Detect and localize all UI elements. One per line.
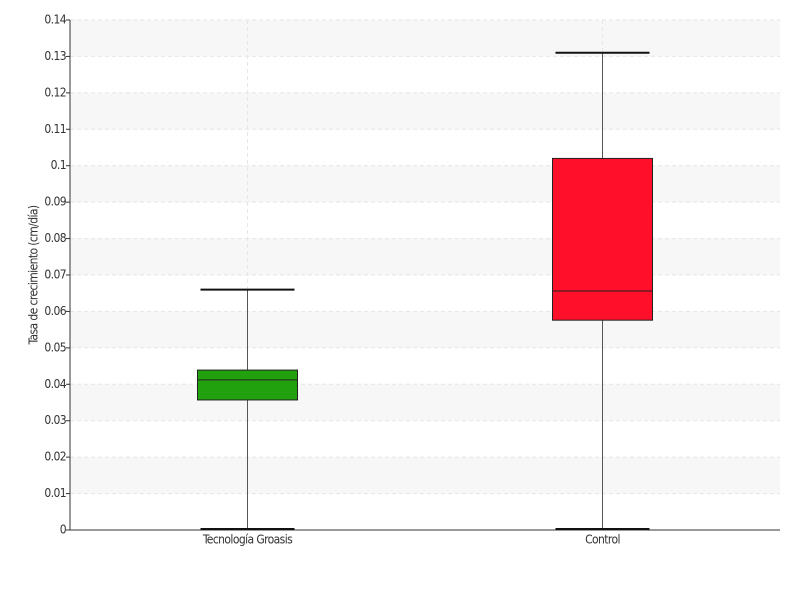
- y-tick-label: 0.08: [44, 231, 66, 245]
- x-tick-label: Tecnología Groasis: [202, 533, 293, 547]
- y-tick-label: 0: [60, 523, 67, 537]
- grid-band: [70, 311, 780, 348]
- y-tick-label: 0.12: [44, 85, 66, 99]
- y-tick-label: 0.03: [44, 413, 66, 427]
- x-tick-label: Control: [585, 533, 620, 547]
- y-tick-label: 0.02: [44, 450, 66, 464]
- grid-band: [70, 20, 780, 57]
- box: [552, 157, 653, 321]
- y-tick-label: 0.09: [44, 195, 66, 209]
- y-tick-label: 0.06: [44, 304, 66, 318]
- y-tick-label: 0.14: [44, 13, 66, 27]
- y-axis-label: Tasa de crecimiento (cm/día): [27, 205, 41, 345]
- grid-band: [70, 92, 780, 130]
- y-tick-label: 0.07: [44, 268, 66, 282]
- box: [197, 369, 298, 401]
- y-tick-label: 0.05: [44, 340, 66, 354]
- y-tick-label: 0.1: [51, 158, 66, 172]
- grid-band: [70, 384, 780, 421]
- grid-band: [70, 165, 780, 203]
- y-tick-label: 0.11: [44, 122, 66, 136]
- grid-band: [70, 238, 780, 275]
- y-tick-label: 0.01: [44, 486, 66, 500]
- y-tick-label: 0.13: [44, 49, 66, 63]
- y-tick-label: 0.04: [44, 377, 66, 391]
- grid-band: [70, 457, 780, 494]
